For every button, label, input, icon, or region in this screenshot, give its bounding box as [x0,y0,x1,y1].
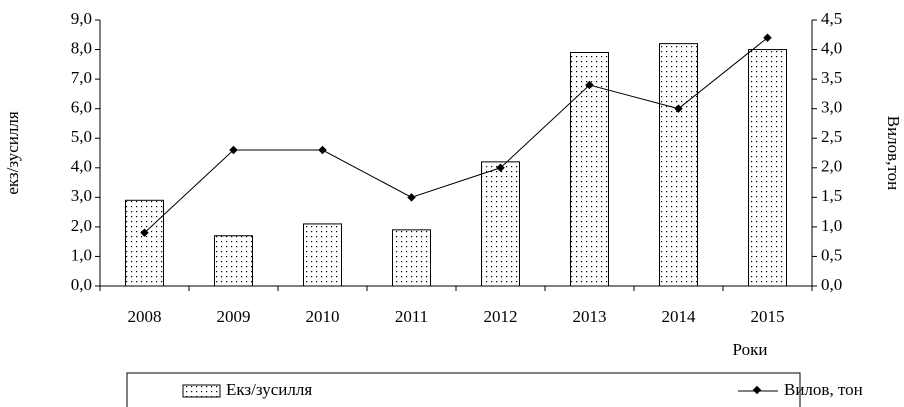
y-tick-label: 9,0 [71,9,92,28]
y2-tick-label: 1,5 [821,186,842,205]
y-tick-label: 7,0 [71,68,92,87]
y2-tick-label: 2,5 [821,127,842,146]
y2-tick-label: 2,0 [821,157,842,176]
legend-label: Вилов, тон [784,380,863,399]
y2-tick-label: 3,0 [821,98,842,117]
x-tick-label: 2013 [573,307,607,326]
y2-tick-label: 0,5 [821,245,842,264]
x-tick-label: 2012 [484,307,518,326]
legend-label: Екз/зусилля [226,380,312,399]
y2-tick-label: 4,5 [821,9,842,28]
y-tick-label: 4,0 [71,157,92,176]
y2-axis-label: Вилов,тон [884,116,903,191]
bar [125,199,164,287]
point [318,145,327,155]
y2-tick-label: 0,0 [821,275,842,294]
bar [392,229,431,287]
bar [659,43,698,287]
bar [748,49,787,287]
point [229,145,238,155]
y-axis-label: екз/зусилля [3,111,22,194]
point [407,193,416,202]
x-tick-label: 2011 [395,307,428,326]
x-tick-label: 2015 [751,307,785,326]
bar [570,52,609,287]
point [496,163,505,173]
x-tick-label: 2010 [306,307,340,326]
legend-swatch [182,384,221,398]
bar [214,235,253,287]
legend-box [126,372,801,407]
y-tick-label: 1,0 [71,245,92,264]
bar [303,223,342,287]
y-tick-label: 6,0 [71,98,92,117]
x-axis-label: Роки [733,340,768,359]
line [144,37,768,234]
point [140,228,149,238]
y-tick-label: 8,0 [71,38,92,57]
x-tick-label: 2009 [217,307,251,326]
y2-tick-label: 4,0 [821,38,842,57]
y2-tick-label: 3,5 [821,68,842,87]
y-tick-label: 3,0 [71,186,92,205]
y-tick-label: 5,0 [71,127,92,146]
x-tick-label: 2008 [128,307,162,326]
legend-marker [752,385,762,395]
y2-tick-label: 1,0 [821,216,842,235]
y-tick-label: 0,0 [71,275,92,294]
x-tick-label: 2014 [662,307,697,326]
y-tick-label: 2,0 [71,216,92,235]
bar [481,161,520,287]
